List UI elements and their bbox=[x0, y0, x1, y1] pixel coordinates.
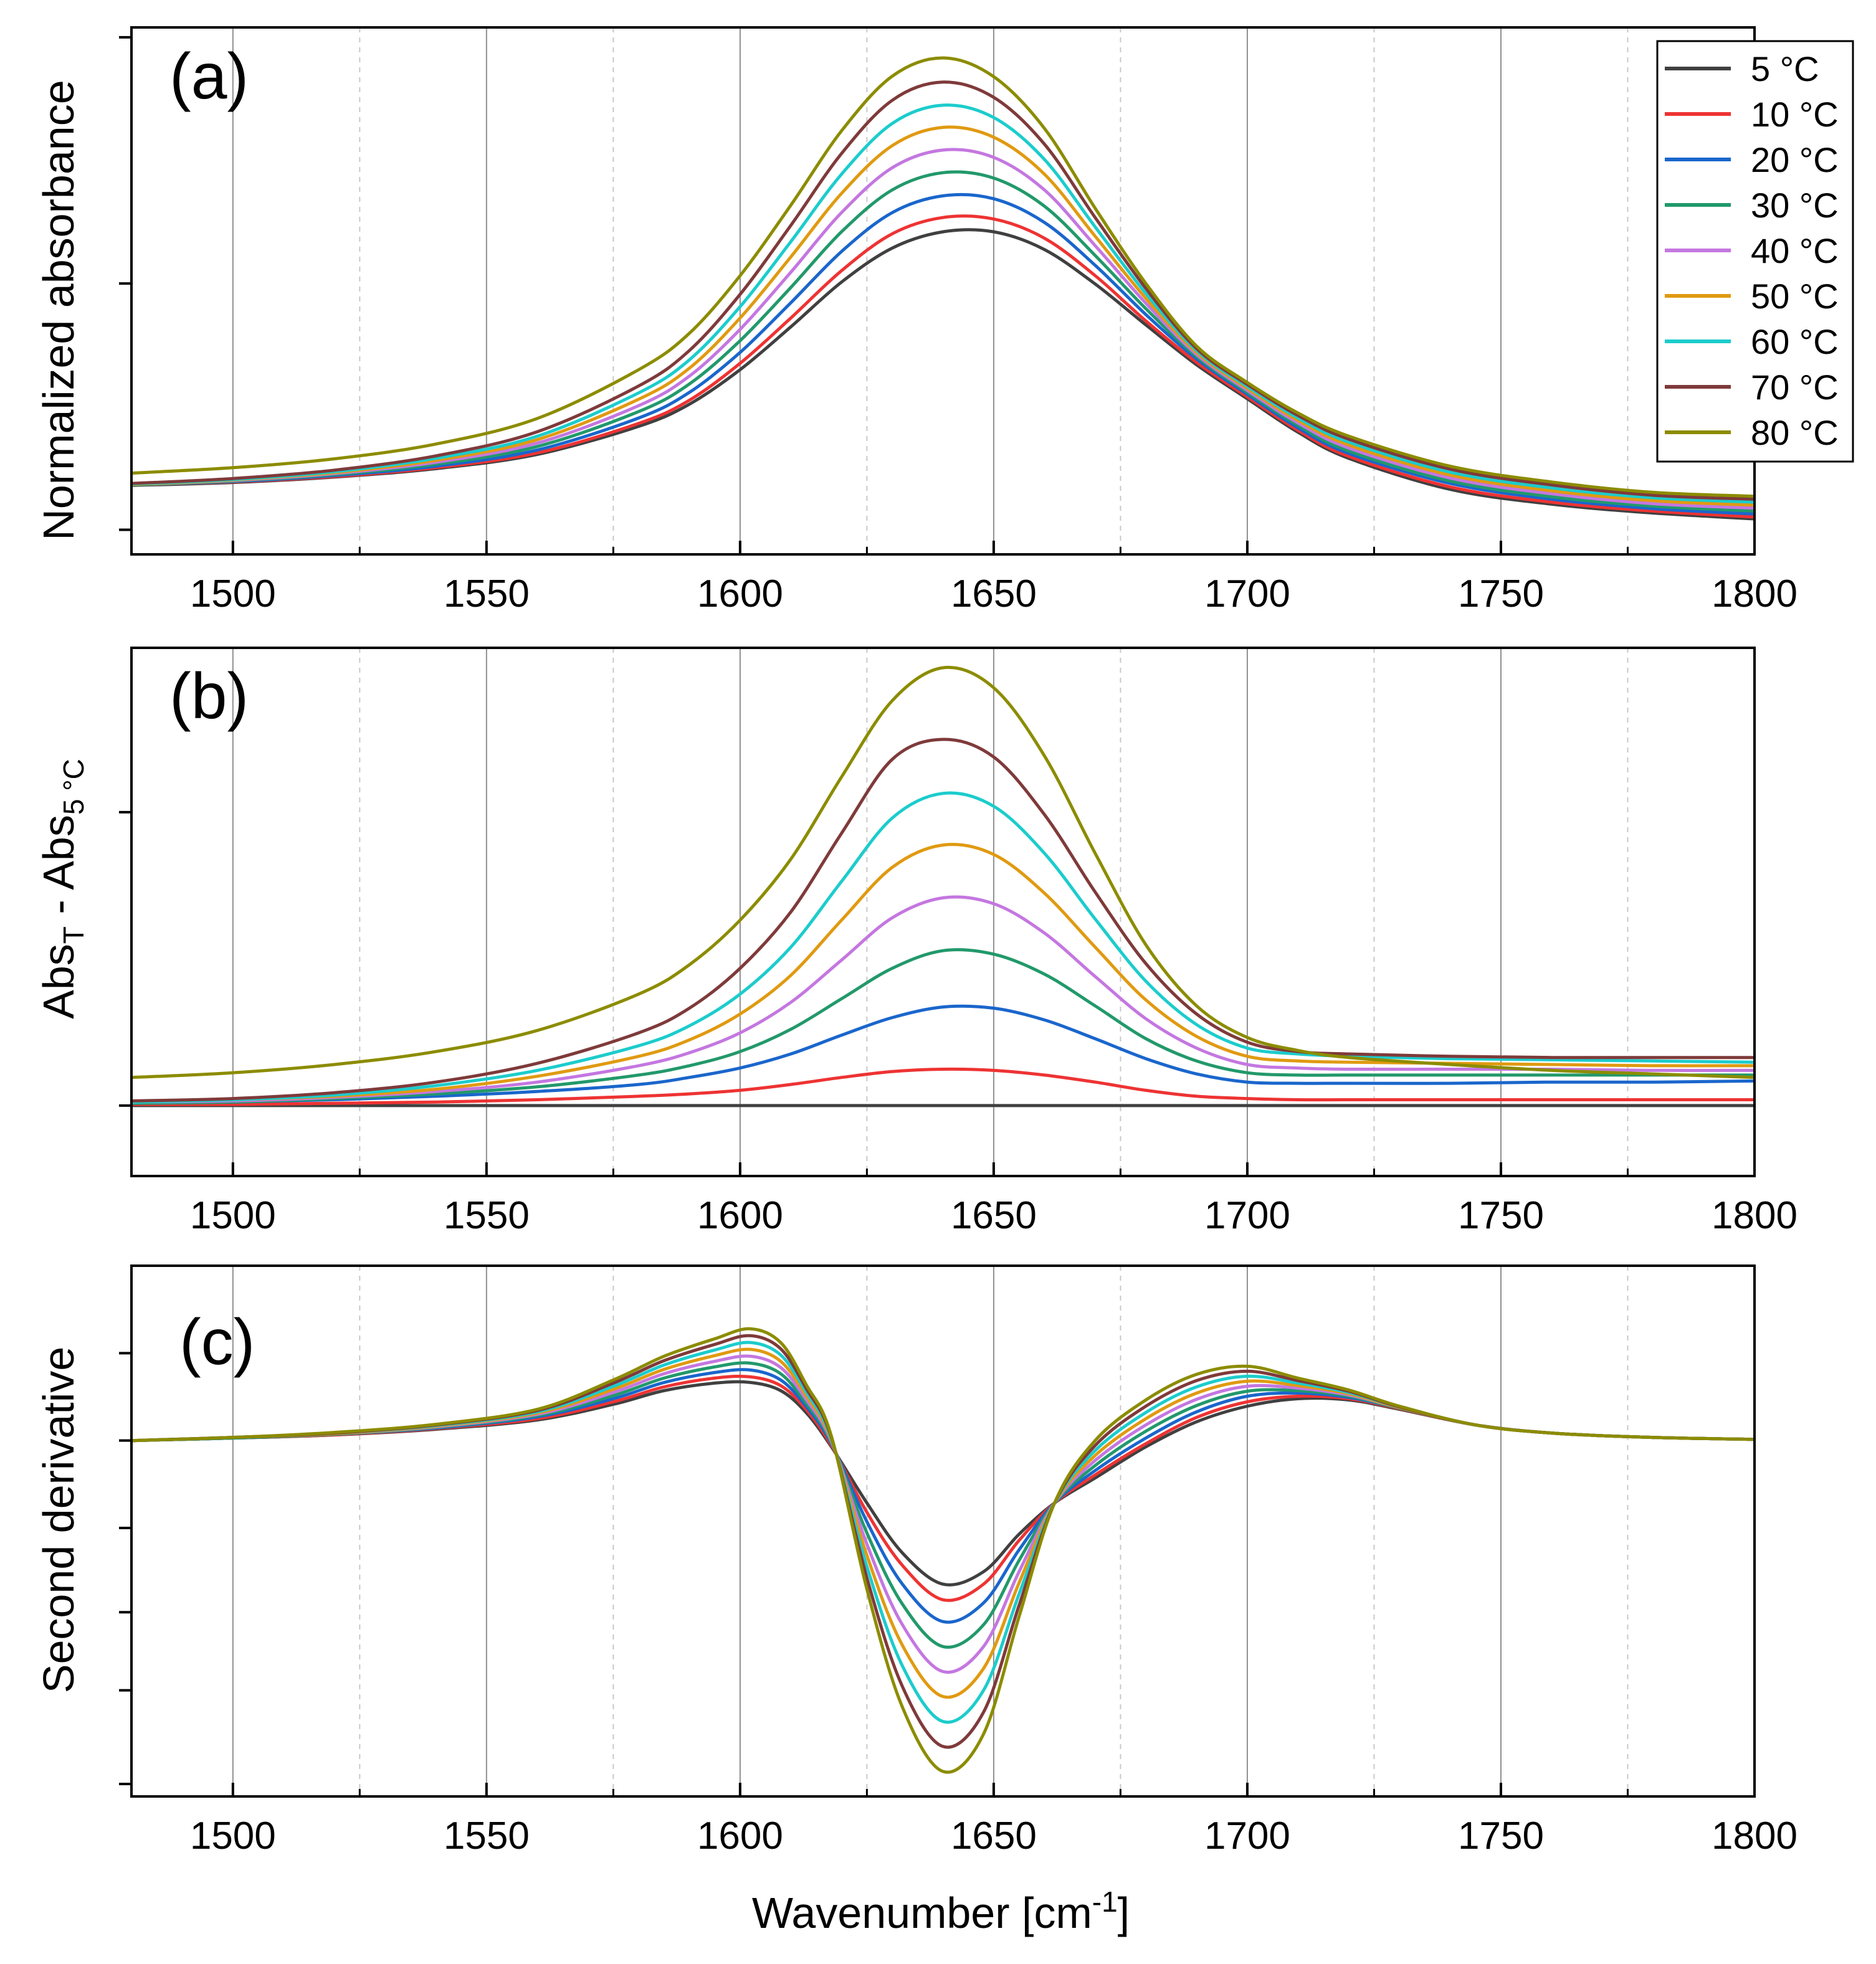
panel-c-frame bbox=[130, 1264, 1756, 1798]
legend-label: 30 °C bbox=[1751, 186, 1839, 225]
panel-b-ylabel-sub-5: 5 °C bbox=[57, 759, 90, 815]
x-tick-label: 1500 bbox=[190, 1194, 276, 1237]
x-tick-label: 1750 bbox=[1458, 572, 1544, 615]
series-line-80c bbox=[131, 56, 1755, 498]
series-line-30c bbox=[131, 170, 1755, 513]
x-tick-label: 1600 bbox=[697, 1815, 783, 1857]
x-axis-title-main: Wavenumber [cm bbox=[752, 1889, 1092, 1937]
panel-b-ylabel-abs: Abs bbox=[34, 944, 83, 1019]
panel-b-ylabel-mid: - Abs bbox=[34, 815, 83, 926]
x-tick-label: 1750 bbox=[1458, 1194, 1544, 1237]
panel-b-letter: (b) bbox=[169, 660, 249, 733]
x-tick-label: 1800 bbox=[1712, 1815, 1797, 1857]
series-line-80c bbox=[131, 665, 1755, 1079]
x-tick-label: 1650 bbox=[951, 1194, 1037, 1237]
series-line-30c bbox=[131, 948, 1755, 1105]
x-tick-label: 1750 bbox=[1458, 1815, 1544, 1857]
x-tick-label: 1650 bbox=[951, 1815, 1037, 1857]
x-axis-title: Wavenumber [cm-1] bbox=[752, 1886, 1130, 1937]
panel-b-ylabel: AbsT - Abs5 °C bbox=[34, 759, 90, 1019]
series-line-10c bbox=[131, 1067, 1755, 1106]
panel-c: 1500 1550 1600 1650 1700 1750 1800 (c) Second … bbox=[34, 1264, 1797, 1937]
panel-c-ylabel: Second derivative bbox=[34, 1347, 83, 1693]
x-tick-label: 1500 bbox=[190, 572, 276, 615]
x-tick-label: 1800 bbox=[1712, 572, 1797, 615]
x-tick-label: 1700 bbox=[1204, 1815, 1290, 1857]
x-tick-label: 1800 bbox=[1712, 1194, 1797, 1237]
series-line-10c bbox=[131, 214, 1755, 519]
panel-a-ylabel: Normalized absorbance bbox=[34, 80, 83, 540]
panel-b-ylabel-sub-t: T bbox=[57, 926, 90, 944]
legend-label: 70 °C bbox=[1751, 368, 1839, 407]
x-axis-title-end: ] bbox=[1118, 1889, 1130, 1937]
x-tick-label: 1700 bbox=[1204, 572, 1290, 615]
x-tick-label: 1550 bbox=[444, 1194, 530, 1237]
legend-label: 10 °C bbox=[1751, 95, 1839, 134]
x-tick-label: 1600 bbox=[697, 1194, 783, 1237]
panel-a-letter: (a) bbox=[169, 40, 249, 113]
panel-c-letter: (c) bbox=[179, 1306, 255, 1378]
x-tick-label: 1500 bbox=[190, 1815, 276, 1857]
x-tick-label: 1650 bbox=[951, 572, 1037, 615]
x-axis-title-sup: -1 bbox=[1092, 1886, 1118, 1918]
x-tick-label: 1700 bbox=[1204, 1194, 1290, 1237]
series-line-20c bbox=[131, 1004, 1755, 1105]
panel-a: 1500 1550 1600 1650 1700 1750 1800 (a) Normali… bbox=[34, 26, 1854, 615]
x-tick-label: 1600 bbox=[697, 572, 783, 615]
series-line-70c bbox=[131, 738, 1755, 1103]
legend-label: 60 °C bbox=[1751, 322, 1839, 361]
x-tick-label: 1550 bbox=[444, 572, 530, 615]
legend-label: 20 °C bbox=[1751, 140, 1839, 179]
series-line-20c bbox=[131, 192, 1755, 516]
panel-b: 1500 1550 1600 1650 1700 1750 1800 (b) AbsT - … bbox=[34, 647, 1797, 1237]
legend-label: 50 °C bbox=[1751, 277, 1839, 316]
series-line-60c bbox=[131, 791, 1755, 1104]
series-line-70c bbox=[131, 80, 1755, 501]
legend-label: 5 °C bbox=[1751, 49, 1819, 88]
x-tick-label: 1550 bbox=[444, 1815, 530, 1857]
series-line-40c bbox=[131, 895, 1755, 1104]
series-line-40c bbox=[131, 148, 1755, 510]
series-line-60c bbox=[131, 103, 1755, 504]
legend-label: 80 °C bbox=[1751, 413, 1839, 452]
series-line-50c bbox=[131, 125, 1755, 507]
legend-label: 40 °C bbox=[1751, 231, 1839, 270]
series-line-80c bbox=[131, 1327, 1755, 1774]
panel-b-frame bbox=[130, 647, 1756, 1177]
legend: 5 °C 10 °C 20 °C 30 °C 40 °C 50 °C 60 °C 70 °C 8… bbox=[1656, 40, 1854, 463]
